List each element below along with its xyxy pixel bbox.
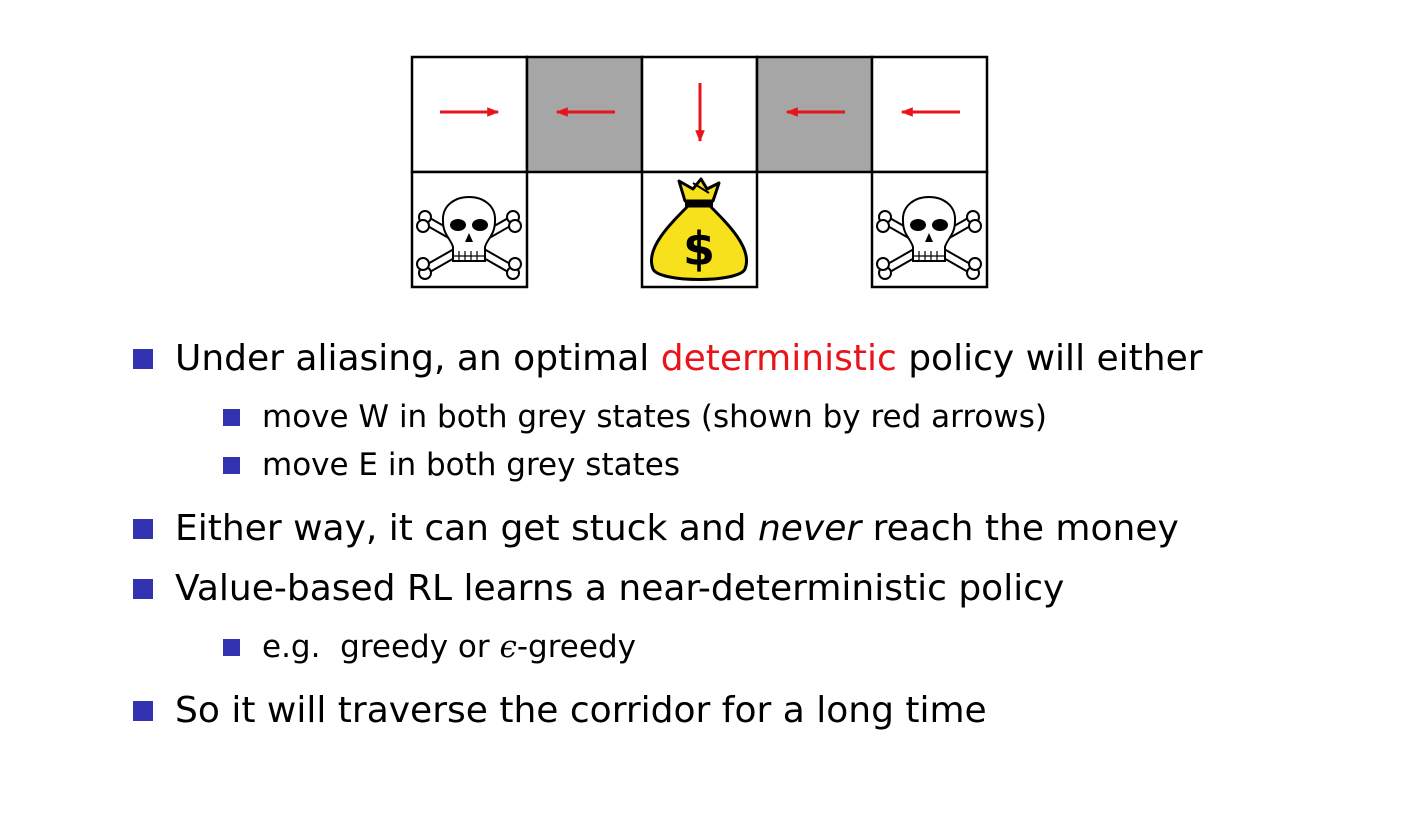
bullet-item: Value-based RL learns a near-determinist… (133, 568, 1064, 609)
skull-crossbones-icon (876, 196, 982, 280)
text-segment: e.g. greedy or (262, 629, 500, 665)
text-segment: Under aliasing, an optimal (175, 338, 661, 379)
sub-bullet-item: move W in both grey states (shown by red… (223, 399, 1047, 435)
bullet-text: Either way, it can get stuck and never r… (175, 508, 1179, 549)
bullet-text: move W in both grey states (shown by red… (262, 399, 1047, 435)
bullet-square-icon (133, 518, 153, 539)
bullet-square-icon (223, 408, 240, 426)
highlight-deterministic: deterministic (660, 338, 897, 379)
dollar-sign: $ (683, 222, 715, 276)
text-segment: policy will either (896, 338, 1203, 379)
cell-5 (870, 55, 989, 174)
emphasis-never: never (757, 508, 862, 549)
epsilon-symbol: ϵ (499, 629, 517, 665)
bullet-item: Under aliasing, an optimal deterministic… (133, 338, 1203, 379)
cell-2-grey (525, 55, 644, 174)
bullet-text: move E in both grey states (262, 447, 680, 483)
bullet-item: Either way, it can get stuck and never r… (133, 508, 1179, 549)
bullet-square-icon (133, 578, 153, 599)
bullet-text: So it will traverse the corridor for a l… (175, 690, 987, 731)
sub-bullet-item: e.g. greedy or ϵ-greedy (223, 629, 636, 665)
bullet-text: Under aliasing, an optimal deterministic… (175, 338, 1203, 379)
sub-bullet-item: move E in both grey states (223, 447, 680, 483)
text-segment: reach the money (861, 508, 1179, 549)
bullet-square-icon (133, 348, 153, 369)
bullet-text: Value-based RL learns a near-determinist… (175, 568, 1065, 609)
text-segment: -greedy (516, 629, 636, 665)
text-segment: Either way, it can get stuck and (175, 508, 758, 549)
bullet-item: So it will traverse the corridor for a l… (133, 690, 987, 731)
bullet-square-icon (223, 456, 240, 474)
cell-4-grey (755, 55, 874, 174)
bullet-text: e.g. greedy or ϵ-greedy (262, 629, 636, 665)
money-bag-icon: $ (650, 177, 748, 281)
bullet-square-icon (223, 638, 240, 656)
gridworld-diagram: $ (410, 55, 989, 289)
skull-crossbones-icon (416, 196, 522, 280)
bullet-square-icon (133, 700, 153, 721)
cell-1 (410, 55, 529, 174)
